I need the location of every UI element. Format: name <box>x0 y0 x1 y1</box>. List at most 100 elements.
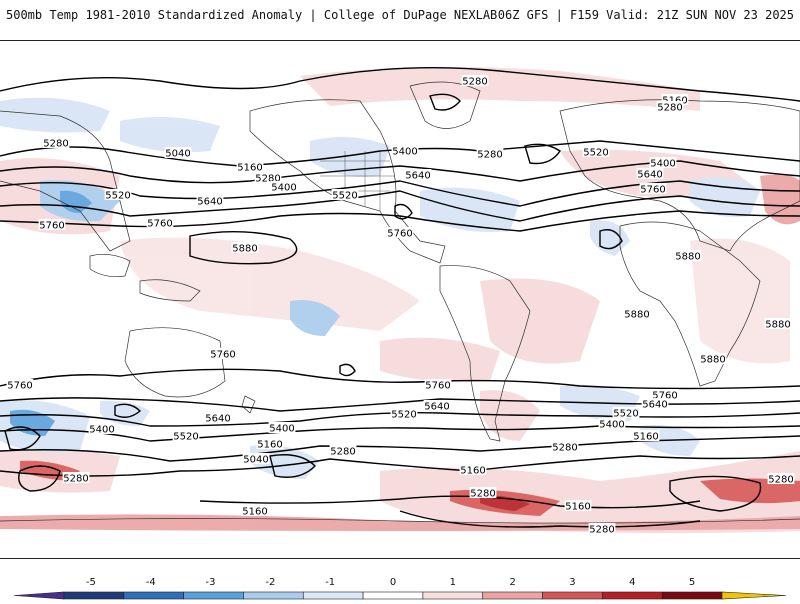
contour-label: 5280 <box>552 443 577 454</box>
contour-label: 5520 <box>332 191 357 202</box>
contour-label: 5760 <box>7 381 32 392</box>
anomaly-map[interactable]: 5280516052805280504054005280552054005160… <box>0 40 800 559</box>
contour-label-bg <box>270 181 298 192</box>
contour-label-bg <box>391 145 419 156</box>
colorbar-segment <box>661 591 723 600</box>
contour-label-bg <box>88 423 116 434</box>
contour-label: 5280 <box>589 525 614 536</box>
contour-label: 5160 <box>237 163 262 174</box>
contour-label: 5520 <box>391 410 416 421</box>
contour-label-bg <box>551 441 579 452</box>
contour-label: 5760 <box>39 221 64 232</box>
colorbar-segment <box>482 591 543 600</box>
contour-labels: 5280516052805280504054005280552054005160… <box>6 75 795 536</box>
contour-label-bg <box>661 94 689 105</box>
contour-label: 5640 <box>405 171 430 182</box>
contour-label-bg <box>564 500 592 511</box>
colorbar-segment <box>602 591 663 600</box>
contour-label-bg <box>623 308 651 319</box>
contour-label-bg <box>146 217 174 228</box>
contour-label-bg <box>764 318 792 329</box>
contour-label: 5280 <box>477 150 502 161</box>
colorbar-segment <box>542 591 603 600</box>
colorbar-max-extension <box>721 591 787 600</box>
contour-label-bg <box>598 418 626 429</box>
colorbar-segment <box>63 591 125 600</box>
contour-label: 5760 <box>652 391 677 402</box>
contour-label: 5880 <box>675 252 700 263</box>
contour-label: 5280 <box>462 77 487 88</box>
contour-label-bg <box>588 523 616 534</box>
contour-label-bg <box>196 195 224 206</box>
contour-label: 5280 <box>255 174 280 185</box>
contour-label: 5760 <box>425 381 450 392</box>
header: 500mb Temp 1981-2010 Standardized Anomal… <box>0 0 800 34</box>
contour-label-bg <box>242 453 270 464</box>
contour-label-bg <box>6 379 34 390</box>
contour-label-bg <box>612 407 640 418</box>
contour-label-bg <box>651 389 679 400</box>
contour-label: 5520 <box>173 432 198 443</box>
contour-label: 5400 <box>392 147 417 158</box>
contour-label: 5160 <box>565 502 590 513</box>
contour-label-bg <box>636 168 664 179</box>
contour-label-bg <box>656 101 684 112</box>
contour-label: 5640 <box>197 197 222 208</box>
colorbar-tick-label: 0 <box>390 577 396 588</box>
colorbar-segment <box>362 591 424 600</box>
contour-label: 5520 <box>583 148 608 159</box>
contour-label-bg <box>476 148 504 159</box>
contour-label-bg <box>424 379 452 390</box>
contour-label-bg <box>231 242 259 253</box>
colorbar-svg: -5 -4 -3 -2 -1 0 1 2 3 4 5 <box>13 577 787 600</box>
contour-label-bg <box>461 75 489 86</box>
contour-label-bg <box>268 422 296 433</box>
contour-label-bg <box>641 398 669 409</box>
contour-label: 5520 <box>613 409 638 420</box>
contour-label: 5280 <box>63 474 88 485</box>
contour-label-bg <box>164 147 192 158</box>
contour-label-bg <box>699 353 727 364</box>
anomaly-shading <box>0 67 800 534</box>
colorbar-tick-label: -4 <box>146 577 156 588</box>
contour-label-bg <box>404 169 432 180</box>
contour-label: 5400 <box>269 424 294 435</box>
contour-label: 5400 <box>650 159 675 170</box>
contour-label-bg <box>236 161 264 172</box>
contour-label-bg <box>204 412 232 423</box>
contour-label: 5880 <box>232 244 257 255</box>
colorbar-tick-label: 5 <box>689 577 695 588</box>
contour-label: 5640 <box>642 400 667 411</box>
colorbar-min-extension <box>13 591 65 600</box>
contour-label-bg <box>423 400 451 411</box>
contour-label: 5400 <box>271 183 296 194</box>
colorbar-segment <box>243 591 304 600</box>
contour-label-bg <box>241 505 269 516</box>
contour-label: 5760 <box>147 219 172 230</box>
contour-label-bg <box>172 430 200 441</box>
colorbar-tick-label: -1 <box>325 577 335 588</box>
colorbar-tick-label: 3 <box>569 577 575 588</box>
contour-label-bg <box>632 430 660 441</box>
contour-label: 5520 <box>105 191 130 202</box>
contour-label: 5160 <box>242 507 267 518</box>
contour-label-bg <box>469 487 497 498</box>
colorbar-segment <box>302 591 364 600</box>
colorbar-tick-label: 2 <box>509 577 515 588</box>
contour-label-bg <box>459 464 487 475</box>
contour-label-bg <box>38 219 66 230</box>
colorbar-tick-label: -2 <box>265 577 275 588</box>
contour-label-bg <box>767 473 795 484</box>
colorbar-tick-label: 4 <box>629 577 635 588</box>
contour-label: 5640 <box>424 402 449 413</box>
contour-label-bg <box>639 183 667 194</box>
model-run-info: 06Z GFS | F159 Valid: 21Z SUN NOV 23 202… <box>497 8 794 22</box>
contour-label-bg <box>42 137 70 148</box>
colorbar-segment <box>123 591 184 600</box>
contour-label: 5640 <box>205 414 230 425</box>
contour-label-bg <box>254 172 282 183</box>
map-title: 500mb Temp 1981-2010 Standardized Anomal… <box>6 8 498 22</box>
contour-label: 5880 <box>765 320 790 331</box>
contour-label-bg <box>674 250 702 261</box>
colorbar-segment <box>183 591 244 600</box>
